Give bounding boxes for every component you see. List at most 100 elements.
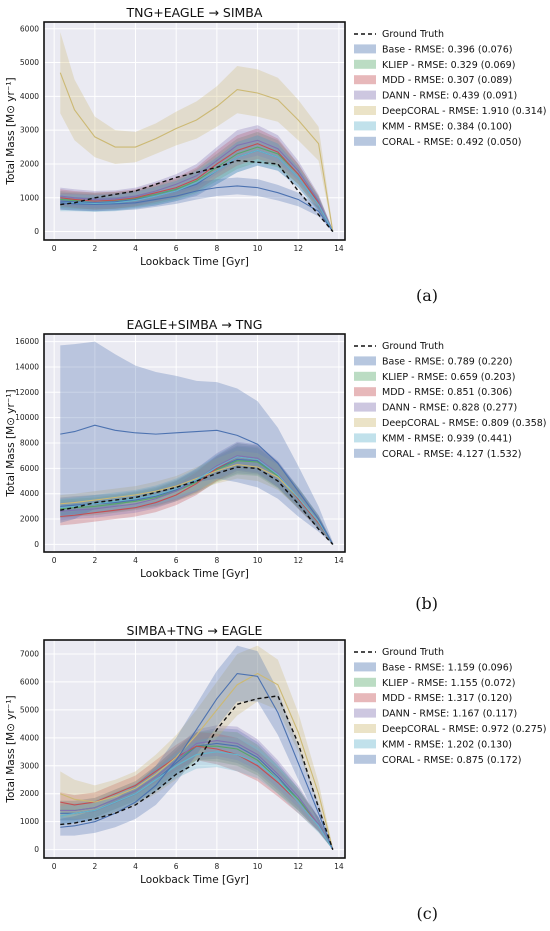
y-tick-label: 2000	[20, 789, 39, 798]
legend-label-2: MDD - RMSE: 0.851 (0.306)	[382, 387, 512, 398]
legend-swatch-5	[354, 433, 376, 443]
x-tick-label: 14	[334, 244, 344, 253]
y-tick-label: 3000	[20, 761, 39, 770]
legend-swatch-1	[354, 677, 376, 687]
ground-truth-line	[60, 159, 334, 233]
legend-label-5: KMM - RMSE: 0.384 (0.100)	[382, 121, 512, 132]
y-axis-label: Total Mass [M⊙ yr⁻¹]	[5, 77, 17, 185]
y-tick-label: 1000	[20, 817, 39, 826]
legend: Ground Truth Base - RMSE: 0.789 (0.220) KL…	[354, 341, 547, 460]
y-tick-label: 1000	[20, 193, 39, 202]
series-line-5	[60, 751, 334, 850]
y-tick-label: 4000	[20, 92, 39, 101]
legend-swatch-4	[354, 724, 376, 733]
series-band-1	[60, 730, 333, 850]
legend-swatch-2	[354, 693, 376, 703]
series-band-0	[60, 135, 333, 232]
x-tick-label: 10	[253, 556, 263, 565]
x-axis-label: Lookback Time [Gyr]	[140, 256, 249, 268]
y-axis-label: Total Mass [M⊙ yr⁻¹]	[5, 695, 17, 803]
legend-swatch-4	[354, 418, 376, 427]
legend-swatch-5	[354, 739, 376, 749]
series-line-2	[60, 143, 334, 232]
legend-label-0: Base - RMSE: 1.159 (0.096)	[382, 662, 512, 673]
legend-swatch-0	[354, 662, 376, 672]
panel-label-a: (a)	[415, 286, 438, 305]
x-tick-label: 12	[293, 556, 303, 565]
series-band-1	[60, 131, 333, 232]
series-line-5	[60, 456, 334, 545]
y-axis-label: Total Mass [M⊙ yr⁻¹]	[5, 389, 17, 497]
y-tick-label: 2000	[20, 515, 39, 524]
series-band-4	[60, 645, 333, 850]
series-band-5	[60, 443, 333, 545]
panel-label-b: (b)	[415, 594, 438, 613]
chart-title: SIMBA+TNG → EAGLE	[127, 623, 263, 638]
plot-frame	[43, 639, 346, 859]
legend-swatch-6	[354, 448, 376, 458]
x-tick-label: 2	[92, 244, 97, 253]
legend-swatch-0	[354, 44, 376, 54]
legend-swatch-3	[354, 708, 376, 718]
y-tick-label: 0	[34, 845, 39, 854]
x-tick-label: 0	[52, 862, 57, 871]
series-line-2	[60, 745, 334, 850]
x-tick-label: 0	[52, 244, 57, 253]
x-tick-label: 0	[52, 556, 57, 565]
legend-label-6: CORAL - RMSE: 4.127 (1.532)	[382, 449, 521, 460]
legend-label-1: KLIEP - RMSE: 0.329 (0.069)	[382, 60, 515, 71]
legend: Ground Truth Base - RMSE: 0.396 (0.076) KL…	[354, 29, 547, 148]
chart-panel-a: TNG+EAGLE → SIMBA 0 2 4 6 8 10 12 14 0 1000 2000 300…	[0, 0, 550, 310]
y-tick-label: 5000	[20, 58, 39, 67]
legend-label-4: DeepCORAL - RMSE: 0.809 (0.358)	[382, 418, 547, 429]
chart-svg-a: TNG+EAGLE → SIMBA 0 2 4 6 8 10 12 14 0 1000 2000 300…	[5, 5, 547, 268]
legend-label-6: CORAL - RMSE: 0.875 (0.172)	[382, 755, 521, 766]
chart-panel-b: EAGLE+SIMBA → TNG 0 2 4 6 8 10 12 14 0 2000 4000 600…	[0, 312, 550, 622]
x-tick-label: 6	[174, 244, 179, 253]
legend-swatch-6	[354, 136, 376, 146]
series-line-4	[60, 463, 334, 545]
legend-swatch-2	[354, 75, 376, 85]
legend-label-3: DANN - RMSE: 1.167 (0.117)	[382, 709, 517, 720]
y-tick-label: 12000	[15, 388, 39, 397]
series-band-2	[60, 443, 333, 545]
series-line-3	[60, 139, 334, 232]
legend-label-0: Base - RMSE: 0.396 (0.076)	[382, 44, 512, 55]
legend-swatch-1	[354, 371, 376, 381]
series-band-3	[60, 725, 333, 850]
y-tick-label: 6000	[20, 464, 39, 473]
x-tick-label: 12	[293, 862, 303, 871]
series-line-6	[60, 424, 334, 545]
legend-swatch-6	[354, 754, 376, 764]
legend-swatch-4	[354, 106, 376, 115]
x-tick-label: 2	[92, 862, 97, 871]
legend-label-2: MDD - RMSE: 1.317 (0.120)	[382, 693, 512, 704]
legend-label-6: CORAL - RMSE: 0.492 (0.050)	[382, 137, 521, 148]
series-band-4	[60, 32, 333, 232]
legend-label-4: DeepCORAL - RMSE: 0.972 (0.275)	[382, 724, 547, 735]
y-tick-label: 6000	[20, 677, 39, 686]
legend-swatch-1	[354, 59, 376, 69]
x-tick-label: 4	[133, 244, 138, 253]
chart-svg-b: EAGLE+SIMBA → TNG 0 2 4 6 8 10 12 14 0 2000 4000 600…	[5, 317, 547, 580]
y-tick-label: 5000	[20, 705, 39, 714]
x-tick-label: 6	[174, 862, 179, 871]
series-band-5	[60, 135, 333, 232]
y-tick-label: 0	[34, 227, 39, 236]
legend-label-ground-truth: Ground Truth	[382, 647, 444, 658]
plot-frame	[43, 21, 346, 241]
x-tick-label: 10	[253, 862, 263, 871]
x-axis-label: Lookback Time [Gyr]	[140, 568, 249, 580]
legend: Ground Truth Base - RMSE: 1.159 (0.096) KL…	[354, 647, 547, 766]
y-tick-label: 4000	[20, 733, 39, 742]
series-line-6	[60, 672, 334, 850]
x-tick-label: 4	[133, 556, 138, 565]
series-band-4	[60, 450, 333, 545]
x-tick-label: 8	[214, 244, 219, 253]
x-tick-label: 12	[293, 244, 303, 253]
ground-truth-line	[60, 695, 334, 850]
legend-label-0: Base - RMSE: 0.789 (0.220)	[382, 356, 512, 367]
series-band-6	[60, 177, 333, 232]
plot-frame	[43, 333, 346, 553]
series-line-3	[60, 740, 334, 850]
